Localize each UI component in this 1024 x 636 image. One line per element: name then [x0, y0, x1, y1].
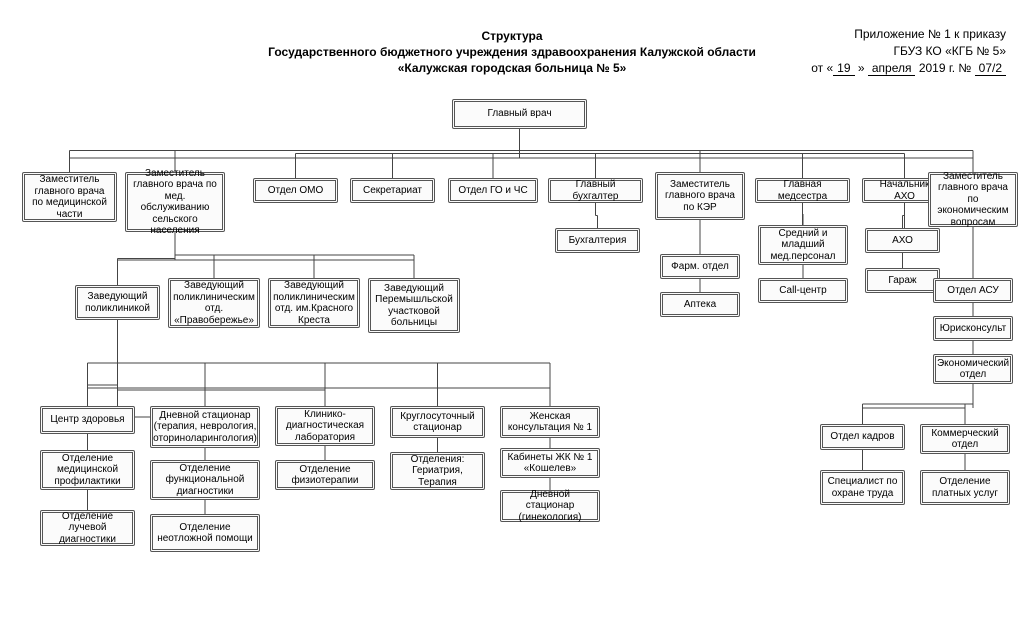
- org-node-hr: Отдел кадров: [820, 424, 905, 450]
- appendix-month: апреля: [868, 61, 916, 76]
- org-node-dep_med: Заместитель главного врача по медицинско…: [22, 172, 117, 222]
- org-node-aho: АХО: [865, 228, 940, 253]
- appendix-day: 19: [833, 61, 854, 76]
- org-node-secr: Секретариат: [350, 178, 435, 203]
- appendix-line-1: Приложение № 1 к приказу: [811, 26, 1006, 43]
- org-node-econ: Экономический отдел: [933, 354, 1013, 384]
- appendix-line-3: от «19 » апреля 2019 г. № 07/2: [811, 60, 1006, 77]
- org-node-peremysh: Заведующий Перемышльской участковой боль…: [368, 278, 460, 333]
- org-node-med_prof: Отделение медицинской профилактики: [40, 450, 135, 490]
- org-node-labor: Специалист по охране труда: [820, 470, 905, 505]
- org-node-func: Отделение функциональной диагностики: [150, 460, 260, 500]
- appendix-prefix: от «: [811, 61, 833, 75]
- org-node-accounting: Бухгалтерия: [555, 228, 640, 253]
- org-node-personnel: Средний и младший мед.персонал: [758, 225, 848, 265]
- org-node-garage: Гараж: [865, 268, 940, 293]
- org-node-wk1: Женская консультация № 1: [500, 406, 600, 438]
- org-node-poly_kk: Заведующий поликлиническим отд. им.Красн…: [268, 278, 360, 328]
- org-node-asu: Отдел АСУ: [933, 278, 1013, 303]
- org-node-luch: Отделение лучевой диагностики: [40, 510, 135, 546]
- org-node-nurse: Главная медсестра: [755, 178, 850, 203]
- org-node-dep_econ: Заместитель главного врача по экономичес…: [928, 172, 1018, 227]
- org-node-full_st: Круглосуточный стационар: [390, 406, 485, 438]
- org-node-gochs: Отдел ГО и ЧС: [448, 178, 538, 203]
- org-node-callc: Call-центр: [758, 278, 848, 303]
- org-node-comm: Коммерческий отдел: [920, 424, 1010, 454]
- org-node-apteka: Аптека: [660, 292, 740, 317]
- org-node-poly_pravo: Заведующий поликлиническим отд. «Правобе…: [168, 278, 260, 328]
- org-node-ger: Отделения: Гериатрия, Терапия: [390, 452, 485, 490]
- appendix-line-2: ГБУЗ КО «КГБ № 5»: [811, 43, 1006, 60]
- appendix-num: 07/2: [975, 61, 1006, 76]
- org-node-kab: Кабинеты ЖК № 1 «Кошелев»: [500, 448, 600, 478]
- org-node-dep_rural: Заместитель главного врача по мед. обслу…: [125, 172, 225, 232]
- org-node-farm: Фарм. отдел: [660, 254, 740, 279]
- org-node-day_gyn: Дневной стационар (гинекология): [500, 490, 600, 522]
- org-node-physio: Отделение физиотерапии: [275, 460, 375, 490]
- org-node-root: Главный врач: [452, 99, 587, 129]
- org-node-emerg: Отделение неотложной помощи: [150, 514, 260, 552]
- org-node-omo: Отдел ОМО: [253, 178, 338, 203]
- org-node-poly_head: Заведующий поликлиникой: [75, 285, 160, 320]
- org-node-day_st: Дневной стационар (терапия, неврология, …: [150, 406, 260, 448]
- org-node-dep_ker: Заместитель главного врача по КЭР: [655, 172, 745, 220]
- org-node-buh: Главный бухгалтер: [548, 178, 643, 203]
- appendix-year: 2019 г. №: [919, 61, 971, 75]
- org-node-jur: Юрисконсульт: [933, 316, 1013, 341]
- org-node-paid: Отделение платных услуг: [920, 470, 1010, 505]
- org-node-kdl: Клинико-диагностическая лаборатория: [275, 406, 375, 446]
- org-node-health_c: Центр здоровья: [40, 406, 135, 434]
- appendix-block: Приложение № 1 к приказу ГБУЗ КО «КГБ № …: [811, 26, 1006, 76]
